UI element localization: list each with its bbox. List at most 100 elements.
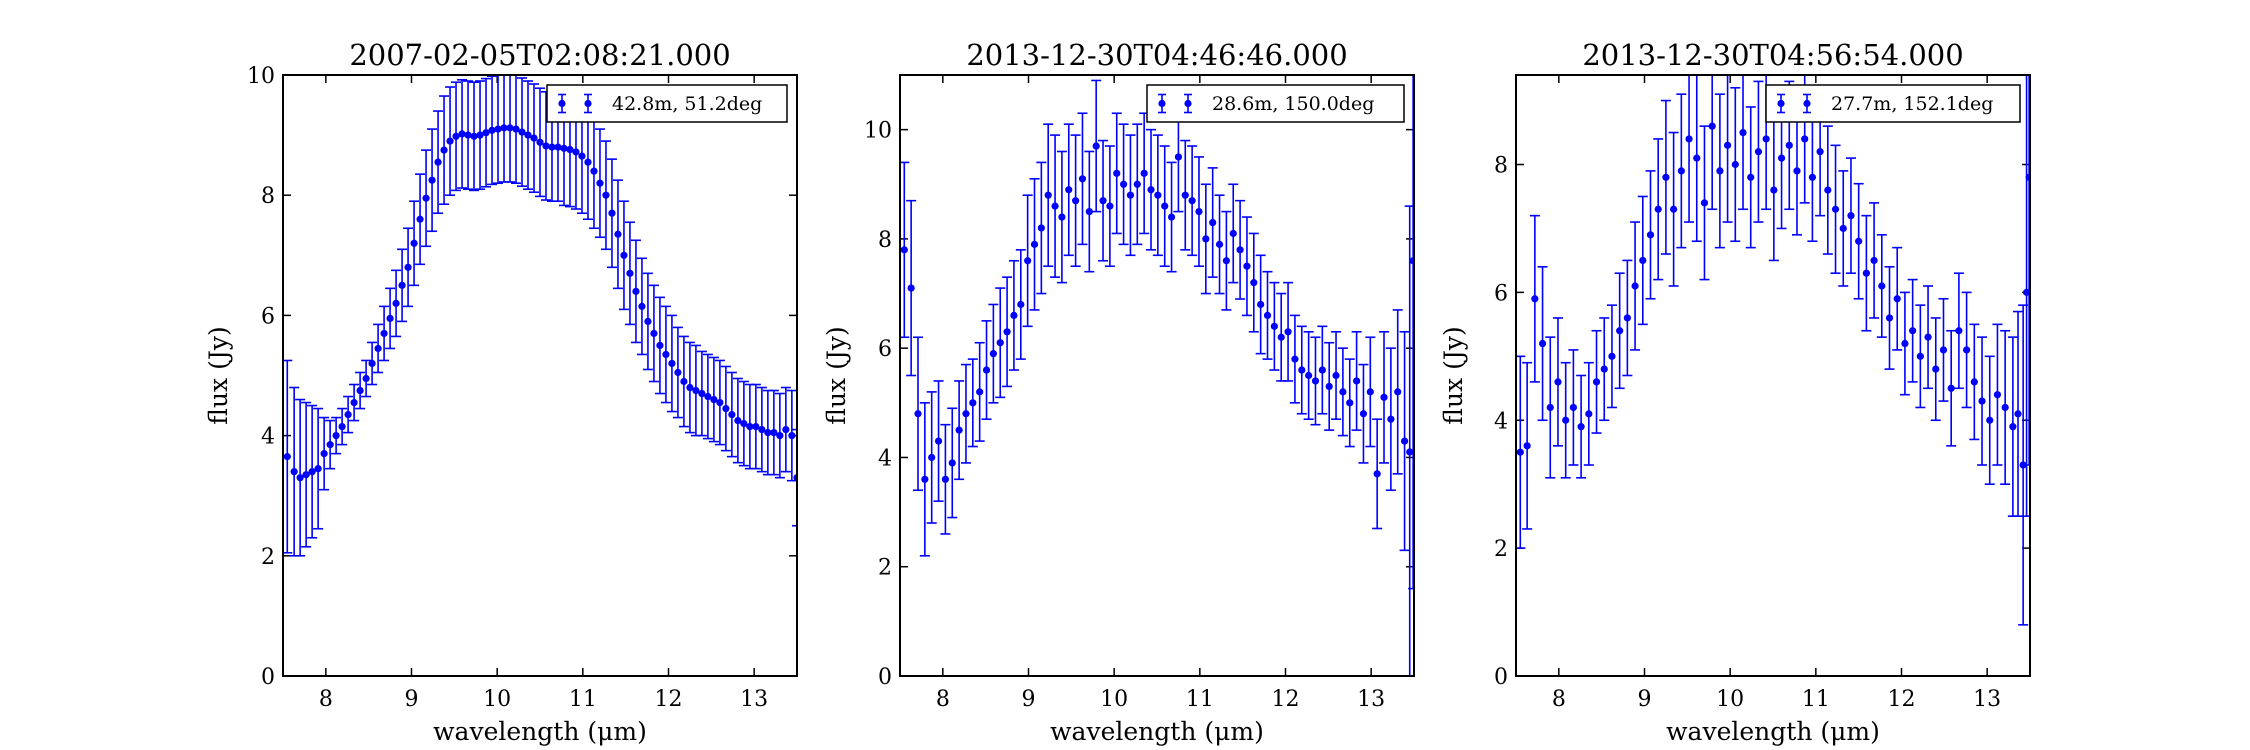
data-point-marker [416, 215, 424, 223]
data-point-marker [752, 422, 760, 431]
data-point [1845, 157, 1856, 275]
data-point [355, 371, 366, 410]
data-point [666, 314, 677, 413]
data-point-marker [422, 194, 430, 202]
data-point [1637, 195, 1648, 326]
data-point-marker [900, 246, 908, 254]
data-point-marker [1616, 327, 1624, 335]
data-point-marker [1839, 224, 1847, 233]
data-point-marker [2022, 288, 2030, 296]
legend-label: 28.6m, 150.0deg [1212, 93, 1374, 115]
data-point [648, 284, 659, 383]
data-point [1289, 314, 1300, 404]
data-point [451, 81, 462, 192]
data-point-marker [1623, 314, 1631, 322]
data-point-marker [1608, 352, 1616, 360]
data-point-marker [770, 428, 778, 437]
data-point-marker [716, 398, 724, 407]
data-point-marker [1986, 416, 1994, 424]
data-point [1946, 329, 1957, 447]
data-point [1977, 336, 1988, 466]
data-point [642, 272, 653, 371]
data-point-marker [620, 251, 628, 259]
data-point-marker [1577, 423, 1585, 431]
data-point [1296, 325, 1307, 415]
data-point [1953, 272, 1964, 390]
data-point-marker [1161, 202, 1169, 210]
x-tick-label: 8 [936, 687, 950, 712]
data-point-marker [1824, 186, 1832, 194]
data-point-marker [1569, 403, 1577, 412]
data-point-marker [1538, 339, 1547, 348]
data-point [1522, 361, 1533, 530]
data-point [750, 383, 761, 470]
data-point-marker [1785, 141, 1793, 149]
data-point [726, 371, 737, 458]
data-point [690, 344, 701, 437]
data-point-marker [542, 142, 550, 150]
x-tick-label: 11 [569, 687, 597, 712]
data-point-marker [1654, 205, 1662, 213]
x-axis-label: wavelength (μm) [433, 717, 647, 746]
data-point-marker [1777, 99, 1785, 108]
data-point-marker [1209, 218, 1217, 227]
data-point-marker [1174, 153, 1183, 161]
y-tick-label: 4 [1494, 409, 1508, 434]
data-point [1915, 304, 1926, 409]
data-point [1653, 138, 1664, 281]
data-point [1907, 278, 1918, 383]
chart-title: 2013-12-30T04:46:46.000 [966, 38, 1347, 72]
data-point [295, 398, 306, 557]
data-point-marker [914, 410, 922, 418]
data-point [1892, 246, 1903, 351]
data-point-marker [404, 263, 412, 271]
data-point [505, 75, 516, 183]
data-point-marker [746, 422, 754, 431]
x-tick-label: 13 [1357, 687, 1385, 712]
data-point-marker [302, 471, 310, 479]
data-point [1118, 123, 1129, 246]
data-point-marker [1963, 346, 1971, 354]
data-point [313, 407, 324, 530]
axes-frame [1515, 74, 2031, 677]
data-point-marker [1932, 365, 1940, 373]
y-axis-label: flux (Jy) [822, 326, 851, 424]
data-point [319, 416, 330, 491]
data-point-marker [1747, 173, 1755, 181]
x-tick-label: 11 [1186, 687, 1214, 712]
data-point [337, 407, 348, 446]
data-point-marker [446, 137, 454, 145]
data-point [995, 287, 1006, 399]
data-point [630, 239, 641, 344]
data-point-marker [584, 158, 592, 166]
data-point [1385, 347, 1396, 492]
data-point-marker [1243, 262, 1251, 270]
data-point-marker [1993, 391, 2002, 399]
data-point-marker [1072, 197, 1080, 205]
data-point [1599, 317, 1610, 422]
data-point [1269, 281, 1280, 371]
data-point-marker [482, 129, 490, 137]
data-point [967, 358, 978, 448]
data-point [696, 350, 707, 437]
data-point-marker [548, 143, 556, 151]
data-point [481, 77, 492, 188]
data-point-marker [1270, 322, 1278, 330]
data-point-marker [1816, 148, 1824, 156]
data-point-marker [1970, 378, 1978, 386]
data-point [1337, 347, 1348, 437]
panel-2: 2013-12-30T04:46:46.000 flux (Jy) wavele… [822, 38, 1415, 746]
data-point-marker [1236, 246, 1244, 254]
data-point [2013, 310, 2024, 517]
data-point [1684, 75, 1695, 223]
data-point-marker [1855, 237, 1863, 245]
x-tick-label: 12 [1272, 687, 1300, 712]
data-point-marker [1147, 186, 1155, 194]
data-point [1317, 325, 1328, 415]
y-tick-label: 8 [878, 228, 892, 253]
data-point-marker [2014, 410, 2022, 418]
data-point-marker [1158, 99, 1166, 108]
data-point-marker [1893, 295, 1901, 303]
data-point-marker [530, 134, 538, 142]
data-point [1221, 210, 1232, 311]
